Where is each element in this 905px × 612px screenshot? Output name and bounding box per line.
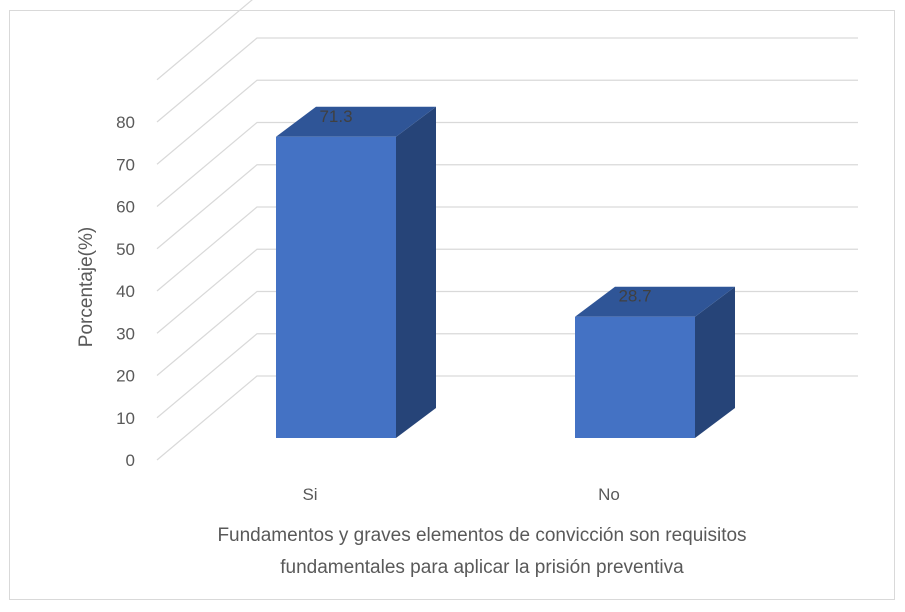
bars: 71.3 28.7 — [276, 106, 735, 438]
y-axis-title: Porcentaje(%) — [76, 227, 97, 347]
y-tick-label: 10 — [116, 409, 135, 428]
gridline — [156, 248, 858, 334]
y-tick-label: 40 — [116, 282, 135, 301]
gridline — [156, 0, 253, 81]
x-tick-label: Si — [302, 485, 317, 504]
bar-no: 28.7 — [575, 286, 735, 438]
y-tick-label: 60 — [116, 198, 135, 217]
bar-top-face — [276, 106, 436, 137]
chart-frame — [9, 10, 895, 600]
gridline — [156, 206, 858, 292]
y-tick-label: 30 — [116, 324, 135, 343]
y-tick-label: 70 — [116, 155, 135, 174]
gridline — [156, 164, 858, 250]
gridlines — [156, 0, 858, 461]
y-tick-label: 20 — [116, 367, 135, 386]
y-tick-label: 50 — [116, 240, 135, 259]
x-tick-label: No — [598, 485, 620, 504]
gridline — [156, 375, 858, 461]
x-axis-title-line-2: fundamentales para aplicar la prisión pr… — [280, 557, 684, 578]
gridline — [156, 37, 858, 123]
gridline — [156, 79, 858, 165]
y-tick-label: 0 — [126, 451, 135, 470]
bar-side-face — [695, 286, 735, 438]
bar-top-face — [575, 286, 735, 317]
x-axis-categories: Si No — [302, 485, 619, 504]
data-label: 28.7 — [618, 287, 651, 306]
bar-si: 71.3 — [276, 106, 436, 438]
y-tick-label: 80 — [116, 113, 135, 132]
gridline — [156, 121, 858, 207]
bar-front-face — [575, 316, 695, 438]
bar-side-face — [396, 106, 436, 438]
data-label: 71.3 — [319, 107, 352, 126]
x-axis-title-line-1: Fundamentos y graves elementos de convic… — [217, 525, 746, 546]
bar-front-face — [276, 136, 396, 438]
y-axis-ticks: 0 10 20 30 40 50 60 70 80 — [116, 113, 135, 470]
